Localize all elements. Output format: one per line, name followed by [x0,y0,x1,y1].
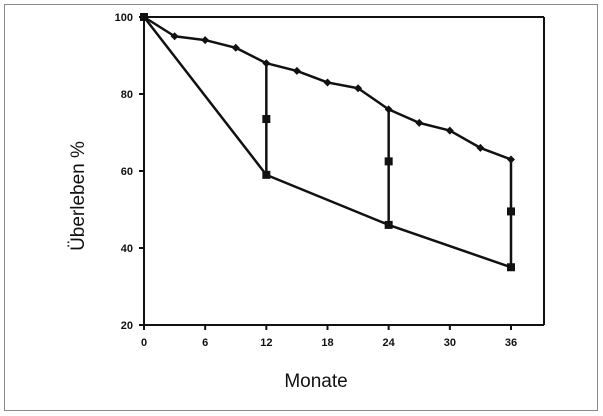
y-tick-label: 40 [121,243,133,255]
data-point-diamond [231,43,240,52]
series-lines [143,15,512,269]
data-point-square [140,13,148,21]
x-tick-label: 36 [505,337,517,349]
x-tick-label: 6 [202,337,208,349]
x-tick-label: 12 [260,337,272,349]
data-point-diamond [201,36,210,45]
data-point-diamond [354,84,363,93]
x-tick-label: 24 [383,337,396,349]
data-point-diamond [323,78,332,87]
data-point-square [507,263,515,272]
x-tick-label: 30 [444,337,456,349]
y-axis-title: Überleben % [68,141,89,251]
data-point-square [262,170,271,179]
y-tick-label: 100 [115,12,133,24]
range-midpoint [262,115,271,124]
x-tick-label: 18 [321,337,333,349]
data-point-diamond [415,118,424,127]
range-midpoint [384,157,393,166]
data-point-diamond [507,155,515,164]
data-point-diamond [384,105,393,114]
data-point-diamond [292,66,301,75]
data-point-square [384,220,393,229]
range-bars [262,63,515,268]
series-line [143,16,512,269]
data-point-diamond [170,32,179,41]
range-midpoint [507,207,515,216]
x-tick-label: 0 [141,337,147,349]
axis-ticks: 0 6 12 18 24 30 36 20 40 60 80 100 [115,12,517,349]
y-tick-label: 20 [121,320,133,332]
x-axis-title: Monate [284,371,347,392]
data-point-diamond [445,126,454,135]
y-tick-label: 80 [121,89,133,101]
data-point-diamond [476,143,485,152]
y-tick-label: 60 [121,166,133,178]
series-markers [140,13,515,272]
data-point-diamond [262,59,271,68]
